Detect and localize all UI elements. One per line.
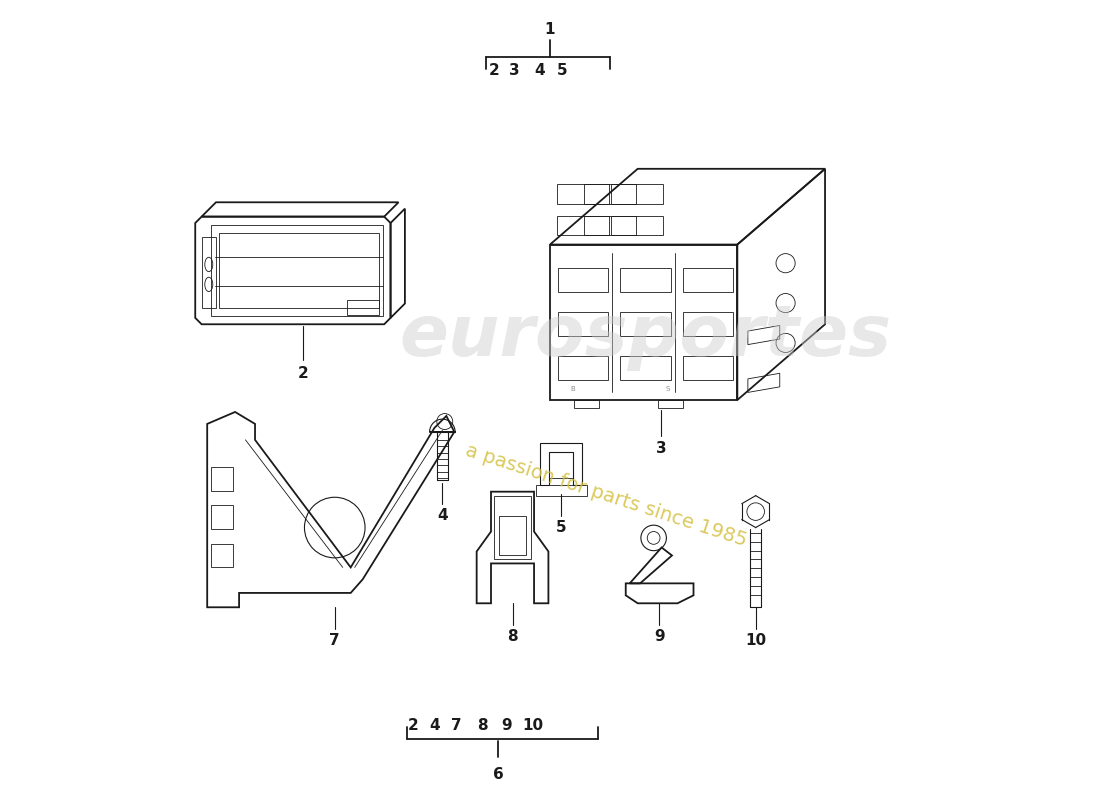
Text: 7: 7 — [329, 633, 340, 648]
Text: 2: 2 — [407, 718, 418, 734]
Text: 9: 9 — [653, 629, 664, 644]
Text: 8: 8 — [507, 629, 518, 644]
Text: 10: 10 — [745, 633, 767, 648]
Text: 1: 1 — [544, 22, 556, 38]
Text: 4: 4 — [429, 718, 440, 734]
Text: 4: 4 — [437, 509, 448, 523]
Text: 3: 3 — [509, 62, 519, 78]
Text: B: B — [570, 386, 574, 392]
Text: 6: 6 — [493, 766, 504, 782]
Text: a passion for parts since 1985: a passion for parts since 1985 — [463, 441, 749, 550]
Text: 8: 8 — [477, 718, 487, 734]
Text: eurosportes: eurosportes — [399, 302, 892, 370]
Text: 2: 2 — [488, 62, 499, 78]
Text: 4: 4 — [535, 62, 544, 78]
Text: 3: 3 — [656, 442, 667, 457]
Text: 9: 9 — [500, 718, 512, 734]
Text: 5: 5 — [556, 519, 566, 534]
Text: 5: 5 — [557, 62, 568, 78]
Text: 2: 2 — [297, 366, 308, 381]
Text: 10: 10 — [521, 718, 543, 734]
Text: 7: 7 — [451, 718, 462, 734]
Text: S: S — [666, 386, 670, 392]
